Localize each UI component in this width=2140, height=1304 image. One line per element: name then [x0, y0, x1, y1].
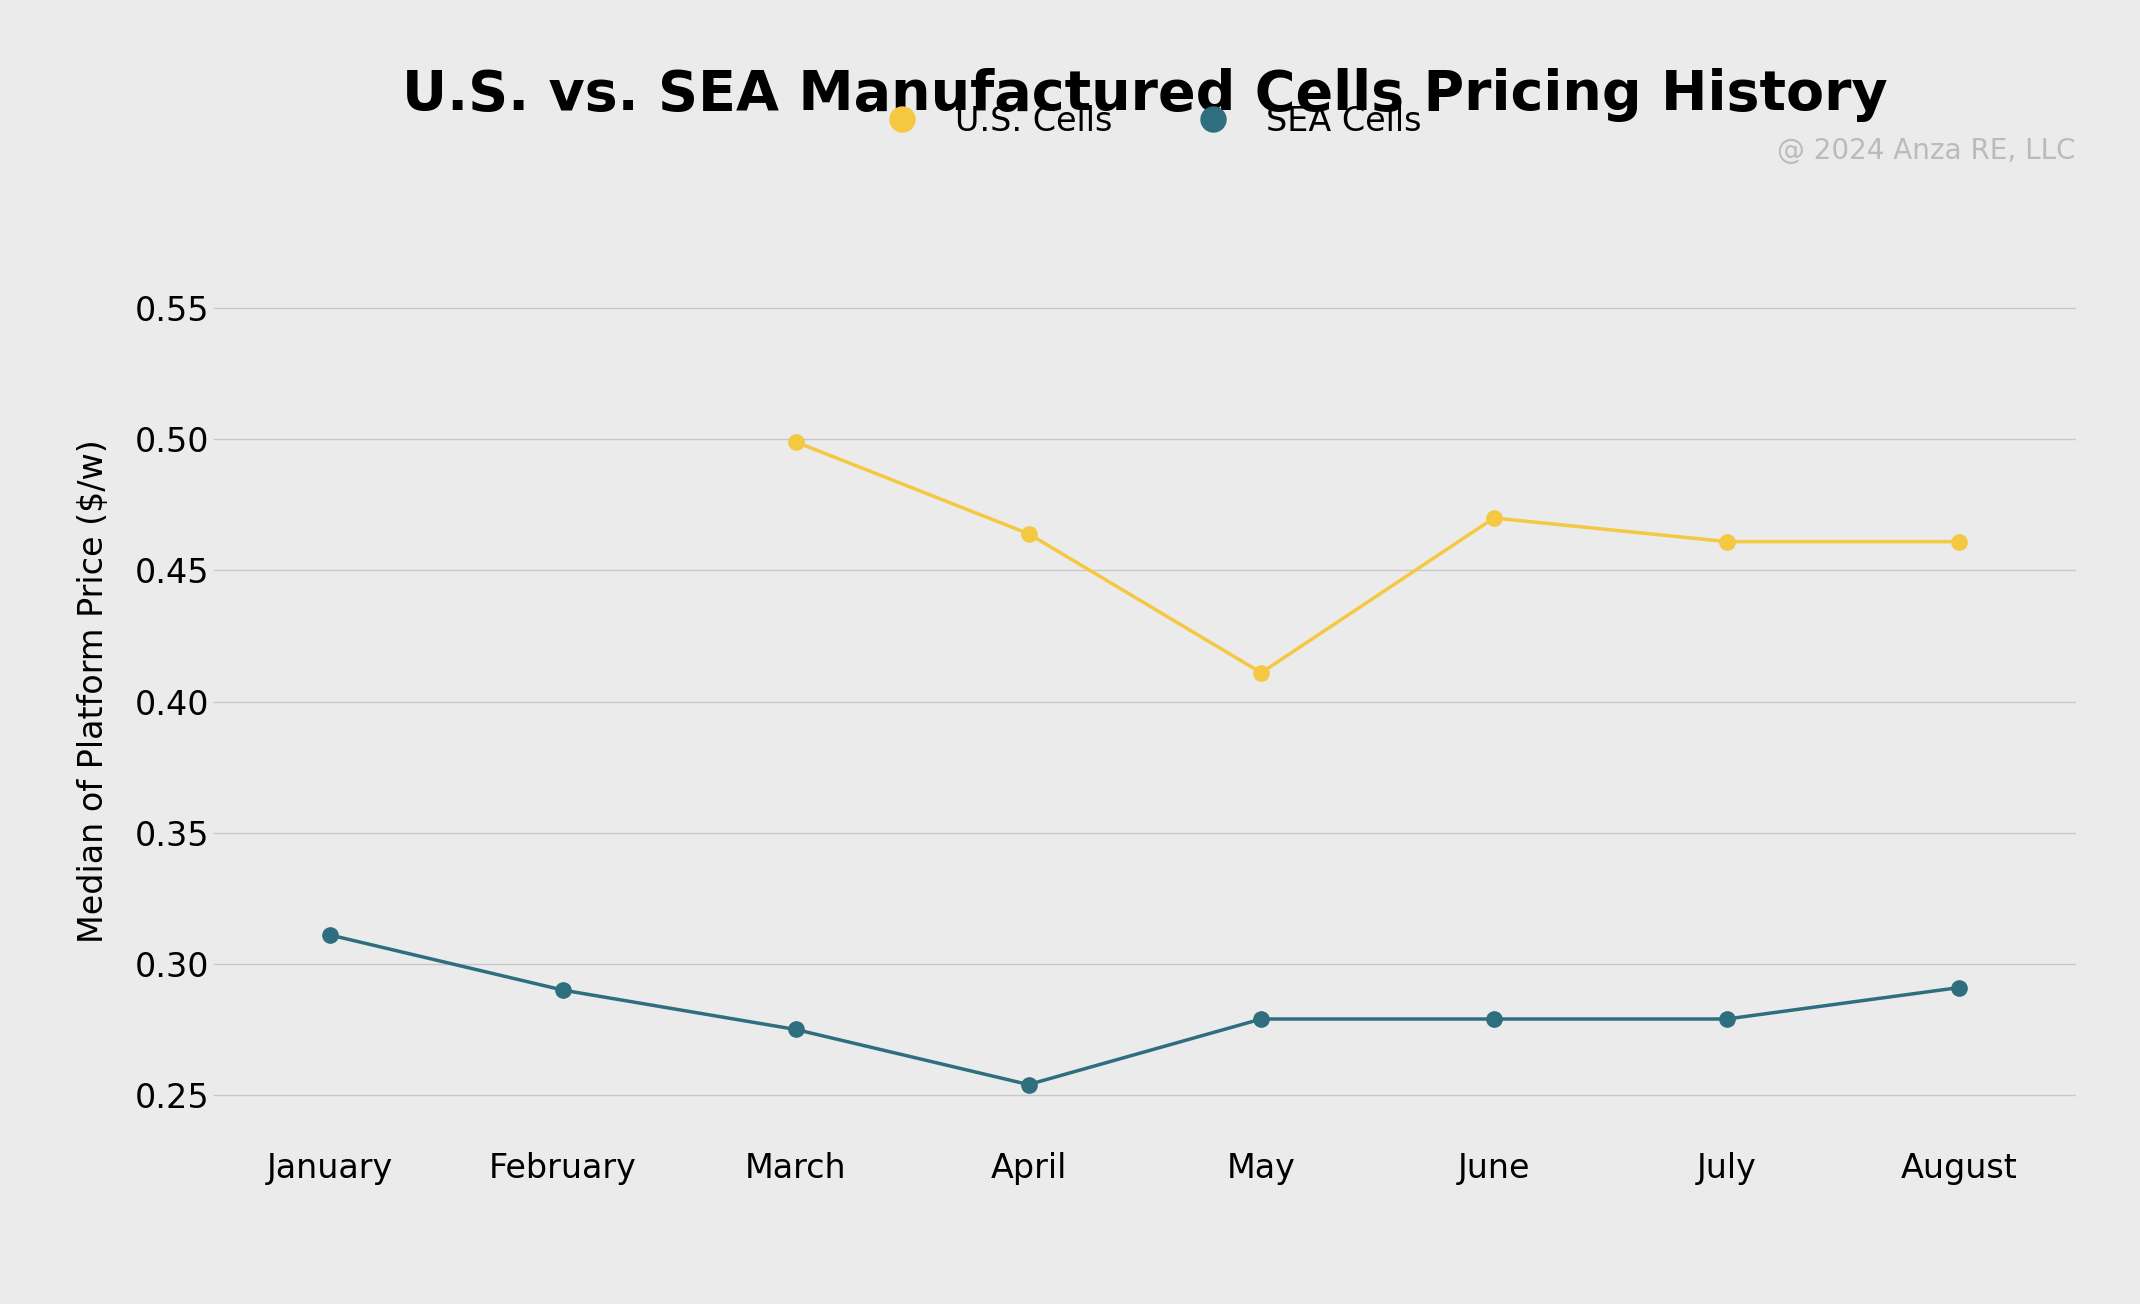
SEA Cells — [317, 927, 342, 943]
U.S. Cells — [783, 434, 809, 450]
SEA Cells — [1481, 1011, 1507, 1026]
Line: SEA Cells: SEA Cells — [323, 927, 1967, 1093]
U.S. Cells — [1016, 526, 1042, 541]
SEA Cells — [1248, 1011, 1273, 1026]
U.S. Cells — [1714, 533, 1740, 549]
SEA Cells — [1016, 1077, 1042, 1093]
SEA Cells — [550, 982, 576, 998]
U.S. Cells — [1947, 533, 1973, 549]
SEA Cells — [1947, 979, 1973, 995]
U.S. Cells — [1481, 510, 1507, 526]
Y-axis label: Median of Platform Price ($/w): Median of Platform Price ($/w) — [77, 439, 109, 943]
SEA Cells — [1714, 1011, 1740, 1026]
Legend: U.S. Cells, SEA Cells: U.S. Cells, SEA Cells — [856, 91, 1434, 151]
SEA Cells — [783, 1021, 809, 1037]
U.S. Cells — [1248, 665, 1273, 681]
Title: U.S. vs. SEA Manufactured Cells Pricing History: U.S. vs. SEA Manufactured Cells Pricing … — [402, 68, 1887, 121]
Line: U.S. Cells: U.S. Cells — [788, 434, 1967, 681]
Text: @ 2024 Anza RE, LLC: @ 2024 Anza RE, LLC — [1778, 137, 2076, 164]
